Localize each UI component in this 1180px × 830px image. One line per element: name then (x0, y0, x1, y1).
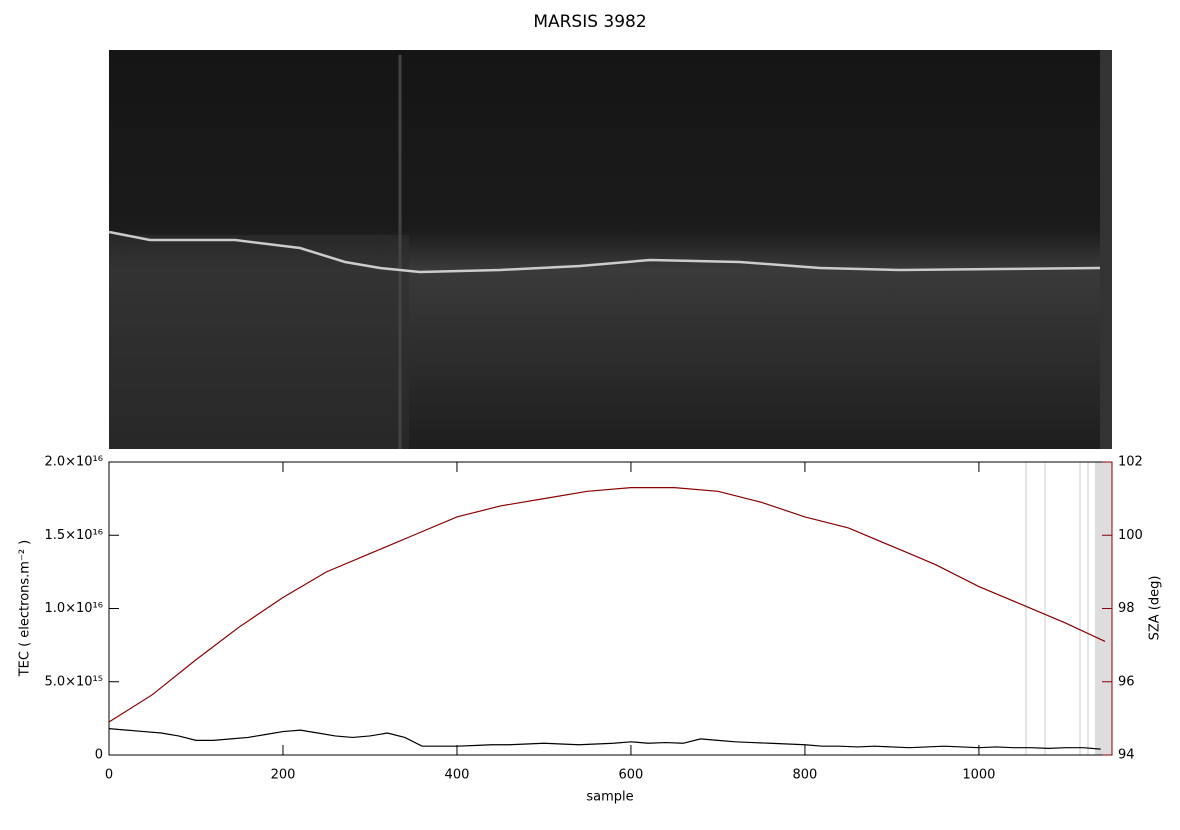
y-tick-label: 0 (95, 748, 103, 763)
chart-title: MARSIS 3982 (533, 12, 646, 32)
y-tick-label: 1.0×10¹⁶ (44, 601, 103, 616)
y2-tick-label: 96 (1118, 674, 1135, 689)
flag-markers (1025, 462, 1112, 755)
series-line (108, 728, 1101, 750)
series-line (108, 487, 1106, 723)
x-tick-label: 600 (619, 768, 644, 783)
x-axis-label: sample (586, 790, 633, 805)
y2-tick-label: 98 (1118, 601, 1135, 616)
radargram-edge (1100, 50, 1112, 449)
x-tick-label: 800 (793, 768, 818, 783)
y2-axis-label: SZA (deg) (1148, 576, 1163, 641)
x-tick-label: 400 (445, 768, 470, 783)
x-tick-label: 200 (271, 768, 296, 783)
surface-echo (108, 230, 1101, 274)
y2-tick-label: 94 (1118, 748, 1135, 763)
plot-frame (108, 461, 1113, 756)
x-tick-label: 1000 (962, 768, 995, 783)
x-tick-label: 0 (105, 768, 113, 783)
radargram (108, 50, 1112, 449)
radargram-clutter (109, 235, 409, 449)
y-tick-label: 2.0×10¹⁶ (44, 455, 103, 470)
y-tick-label: 5.0×10¹⁵ (44, 674, 103, 689)
y2-tick-label: 100 (1118, 528, 1143, 543)
y2-tick-label: 102 (1118, 455, 1143, 470)
y-tick-label: 1.5×10¹⁶ (44, 528, 103, 543)
y-axis-label: TEC ( electrons.m⁻² ) (18, 540, 33, 678)
